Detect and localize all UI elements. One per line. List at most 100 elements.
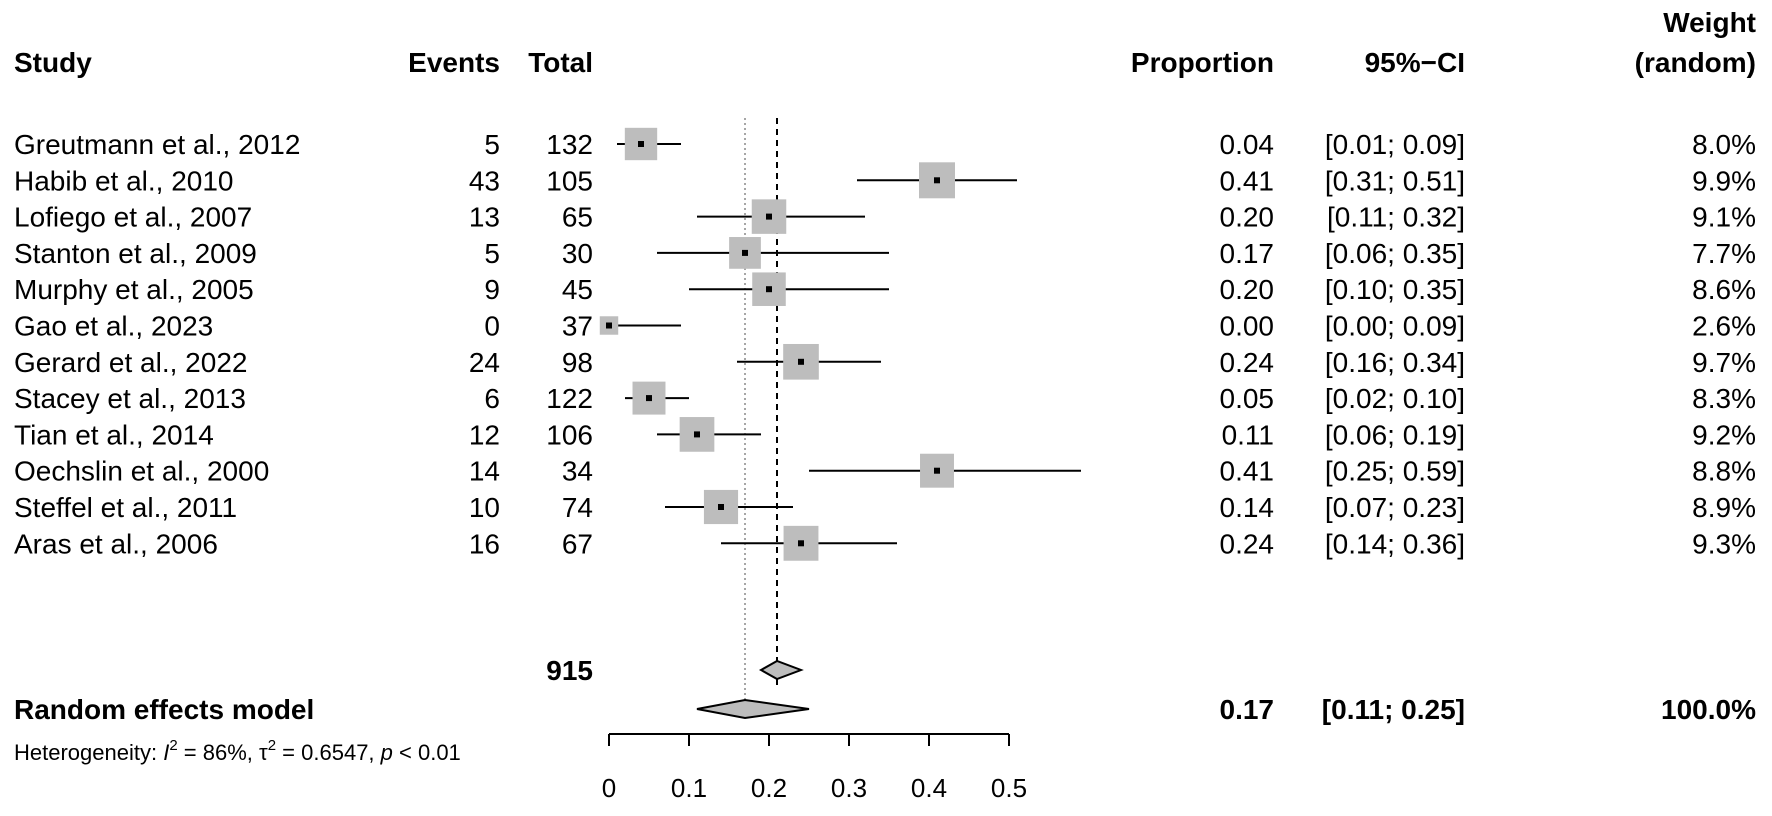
study-row: Habib et al., 2010 43 105 0.41 [0.31; 0.51] 9… [14,162,1756,199]
x-axis-tick-label: 0.2 [751,773,787,803]
study-events: 6 [484,383,500,414]
study-proportion: 0.04 [1220,129,1275,160]
study-total: 132 [546,129,593,160]
header-weight-line2: (random) [1635,47,1756,78]
study-events: 0 [484,311,500,342]
study-proportion: 0.17 [1220,238,1275,269]
study-ci: [0.16; 0.34] [1325,347,1465,378]
study-row: Aras et al., 2006 16 67 0.24 [0.14; 0.36] 9.3… [14,525,1756,561]
x-axis-tick-label: 0.1 [671,773,707,803]
study-point [798,540,804,547]
study-total: 106 [546,419,593,450]
study-proportion: 0.41 [1220,165,1275,196]
study-total: 34 [562,456,593,487]
study-row: Stanton et al., 2009 5 30 0.17 [0.06; 0.35] 7… [14,237,1756,269]
study-row: Stacey et al., 2013 6 122 0.05 [0.02; 0.10] 8… [14,381,1756,415]
study-weight: 8.3% [1692,383,1756,414]
study-ci: [0.11; 0.32] [1327,202,1465,233]
study-proportion: 0.24 [1220,347,1275,378]
study-row: Oechslin et al., 2000 14 34 0.41 [0.25; 0.59… [14,453,1756,488]
study-total: 74 [562,492,593,523]
study-events: 5 [484,129,500,160]
header-ci: 95%−CI [1365,47,1465,78]
study-events: 13 [469,202,500,233]
header-weight-line1: Weight [1663,7,1756,38]
study-events: 5 [484,238,500,269]
header-proportion: Proportion [1131,47,1274,78]
study-weight: 8.0% [1692,129,1756,160]
study-point [718,504,724,510]
study-point [638,141,644,147]
x-axis-tick-label: 0.3 [831,773,867,803]
study-ci: [0.06; 0.19] [1325,419,1465,450]
study-total: 37 [562,311,593,342]
study-point [646,395,652,402]
header-study: Study [14,47,92,78]
study-name: Oechslin et al., 2000 [14,456,269,487]
reference-lines [744,118,778,716]
study-events: 12 [469,419,500,450]
study-row: Gao et al., 2023 0 37 0.00 [0.00; 0.09] 2.6% [14,311,1756,342]
study-weight: 9.9% [1692,165,1756,196]
study-total: 98 [562,347,593,378]
random-effects-proportion: 0.17 [1220,694,1275,725]
study-point [766,286,772,293]
study-events: 9 [484,274,500,305]
study-point [766,213,772,220]
study-ci: [0.02; 0.10] [1325,383,1465,414]
study-row: Lofiego et al., 2007 13 65 0.20 [0.11; 0.32]… [14,199,1756,234]
study-weight: 9.7% [1692,347,1756,378]
study-name: Murphy et al., 2005 [14,274,254,305]
study-point [934,467,940,474]
study-proportion: 0.20 [1220,274,1275,305]
study-weight: 9.3% [1692,528,1756,559]
study-name: Habib et al., 2010 [14,165,234,196]
study-total: 65 [562,202,593,233]
random-effects-diamond [696,698,810,720]
study-weight: 2.6% [1692,311,1756,342]
study-ci: [0.14; 0.36] [1325,528,1465,559]
x-axis: 0 0.1 0.2 0.3 0.4 0.5 [602,733,1027,803]
study-name: Stacey et al., 2013 [14,383,246,414]
study-ci: [0.06; 0.35] [1325,238,1465,269]
study-weight: 8.6% [1692,274,1756,305]
study-row: Murphy et al., 2005 9 45 0.20 [0.10; 0.35] 8.… [14,272,1756,306]
study-ci: [0.00; 0.09] [1325,311,1465,342]
study-row: Steffel et al., 2011 10 74 0.14 [0.07; 0.23]… [14,489,1756,525]
study-weight: 8.8% [1692,456,1756,487]
study-ci: [0.10; 0.35] [1325,274,1465,305]
study-name: Steffel et al., 2011 [14,492,237,523]
study-events: 24 [469,347,500,378]
common-effect-diamond [758,659,804,681]
random-effects-weight: 100.0% [1661,694,1756,725]
study-weight: 7.7% [1692,238,1756,269]
study-events: 43 [469,165,500,196]
study-point [742,249,748,256]
study-weight: 9.1% [1692,202,1756,233]
study-row: Greutmann et al., 2012 5 132 0.04 [0.01; 0.0… [14,127,1756,161]
study-ci: [0.25; 0.59] [1325,456,1465,487]
x-axis-tick-label: 0.4 [911,773,947,803]
study-name: Greutmann et al., 2012 [14,129,300,160]
study-rows: Greutmann et al., 2012 5 132 0.04 [0.01; 0.0… [14,127,1756,561]
study-total: 105 [546,165,593,196]
study-ci: [0.07; 0.23] [1325,492,1465,523]
study-point [694,431,700,438]
study-point [798,358,804,365]
study-name: Gerard et al., 2022 [14,347,247,378]
study-row: Tian et al., 2014 12 106 0.11 [0.06; 0.19] 9.… [14,417,1756,452]
study-proportion: 0.20 [1220,202,1275,233]
summary-rows: 915 Random effects model 0.17 [0.11; 0.25] 1… [14,655,1756,725]
study-proportion: 0.00 [1220,311,1275,342]
x-axis-tick-label: 0 [602,773,616,803]
study-proportion: 0.41 [1220,456,1275,487]
study-row: Gerard et al., 2022 24 98 0.24 [0.16; 0.34] 9… [14,343,1756,380]
study-name: Aras et al., 2006 [14,528,218,559]
study-point [934,177,940,184]
study-name: Gao et al., 2023 [14,311,213,342]
study-weight: 9.2% [1692,419,1756,450]
study-name: Lofiego et al., 2007 [14,202,252,233]
study-total: 30 [562,238,593,269]
